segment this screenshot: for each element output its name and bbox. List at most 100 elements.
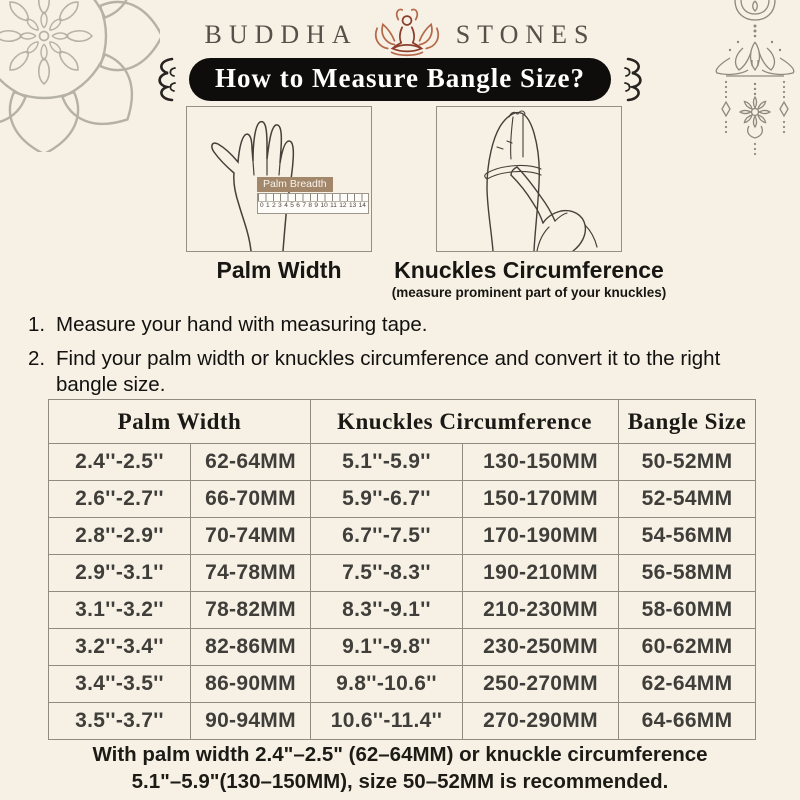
- footer-line-1: With palm width 2.4"–2.5" (62–64MM) or k…: [92, 743, 708, 766]
- table-cell: 5.1''-5.9'': [310, 443, 463, 481]
- table-cell: 3.4''-3.5'': [48, 665, 191, 703]
- table-cell: 2.6''-2.7'': [48, 480, 191, 518]
- table-cell: 64-66MM: [618, 702, 756, 740]
- table-cell: 230-250MM: [462, 628, 619, 666]
- palm-width-caption: Palm Width: [146, 257, 412, 284]
- palm-hand-drawing-icon: [211, 120, 295, 251]
- knuckles-hand-drawing-icon: [484, 110, 598, 251]
- table-cell: 9.8''-10.6'': [310, 665, 463, 703]
- ruler-number: 8: [308, 202, 312, 209]
- instruction-number: 1.: [28, 313, 46, 336]
- instruction-item: 2. Find your palm width or knuckles circ…: [28, 346, 776, 399]
- header-palm-width: Palm Width: [48, 399, 311, 444]
- table-cell: 3.2''-3.4'': [48, 628, 191, 666]
- table-cell: 2.4''-2.5'': [48, 443, 191, 481]
- table-cell: 60-62MM: [618, 628, 756, 666]
- table-cell: 86-90MM: [190, 665, 311, 703]
- table-cell: 2.8''-2.9'': [48, 517, 191, 555]
- brand-right-text: STONES: [455, 20, 596, 49]
- knuckles-illustration: [436, 106, 622, 252]
- table-cell: 3.5''-3.7'': [48, 702, 191, 740]
- ruler: 0 1 2 3 4 5 6 7 8 9 10 11 12 13 14: [257, 193, 369, 214]
- table-row: 3.5''-3.7'' 90-94MM 10.6''-11.4'' 270-290MM…: [48, 702, 756, 740]
- table-header-row: Palm Width Knuckles Circumference Bangle…: [48, 399, 756, 444]
- brand-left-text: BUDDHA: [204, 20, 358, 49]
- banner-row: How to Measure Bangle Size?: [0, 56, 800, 102]
- ruler-number: 7: [302, 202, 306, 209]
- table-row: 2.8''-2.9'' 70-74MM 6.7''-7.5'' 170-190MM 54…: [48, 517, 756, 555]
- ruler-number: 14: [358, 202, 366, 209]
- table-cell: 70-74MM: [190, 517, 311, 555]
- table-cell: 6.7''-7.5'': [310, 517, 463, 555]
- table-cell: 66-70MM: [190, 480, 311, 518]
- brand-header: BUDDHA STONES: [0, 8, 800, 62]
- table-cell: 74-78MM: [190, 554, 311, 592]
- ruler-number: 3: [278, 202, 282, 209]
- flourish-left-icon: [158, 57, 176, 102]
- moon-lotus-ornament-icon: [715, 0, 795, 156]
- ruler-number: 11: [330, 202, 337, 209]
- table-cell: 8.3''-9.1'': [310, 591, 463, 629]
- table-cell: 210-230MM: [462, 591, 619, 629]
- page-title: How to Measure Bangle Size?: [189, 57, 611, 101]
- palm-width-caption-text: Palm Width: [216, 257, 342, 283]
- recommendation-footer: With palm width 2.4"–2.5" (62–64MM) or k…: [0, 741, 800, 795]
- table-cell: 9.1''-9.8'': [310, 628, 463, 666]
- palm-width-illustration: Palm Breadth 0 1 2 3 4 5 6 7 8 9 10 11 12 13 14: [186, 106, 372, 252]
- size-table-body: 2.4''-2.5'' 62-64MM 5.1''-5.9'' 130-150MM 50…: [48, 443, 756, 740]
- table-cell: 250-270MM: [462, 665, 619, 703]
- table-row: 2.4''-2.5'' 62-64MM 5.1''-5.9'' 130-150MM 50…: [48, 443, 756, 481]
- table-cell: 5.9''-6.7'': [310, 480, 463, 518]
- instruction-text: Measure your hand with measuring tape.: [56, 313, 428, 336]
- ruler-number: 2: [272, 202, 276, 209]
- footer-line-2: 5.1"–5.9"(130–150MM), size 50–52MM is re…: [131, 770, 669, 794]
- knuckles-caption-text: Knuckles Circumference: [394, 257, 664, 283]
- ruler-number: 0: [260, 202, 264, 209]
- table-cell: 58-60MM: [618, 591, 756, 629]
- ruler-numbers: 0 1 2 3 4 5 6 7 8 9 10 11 12 13 14: [258, 202, 368, 210]
- table-cell: 50-52MM: [618, 443, 756, 481]
- table-cell: 82-86MM: [190, 628, 311, 666]
- ruler-number: 5: [290, 202, 294, 209]
- ruler-number: 1: [266, 202, 270, 209]
- ruler-number: 12: [339, 202, 347, 209]
- table-row: 3.1''-3.2'' 78-82MM 8.3''-9.1'' 210-230MM 58…: [48, 591, 756, 629]
- table-cell: 150-170MM: [462, 480, 619, 518]
- ruler-ticks: [258, 194, 368, 202]
- table-cell: 78-82MM: [190, 591, 311, 629]
- table-cell: 270-290MM: [462, 702, 619, 740]
- instruction-list: 1. Measure your hand with measuring tape…: [28, 312, 776, 406]
- knuckles-caption: Knuckles Circumference (measure prominen…: [381, 257, 677, 300]
- flourish-right-icon: [624, 57, 642, 102]
- table-cell: 2.9''-3.1'': [48, 554, 191, 592]
- header-bangle-size: Bangle Size: [618, 399, 756, 444]
- mandala-corner-icon: [0, 0, 160, 152]
- table-row: 3.2''-3.4'' 82-86MM 9.1''-9.8'' 230-250MM 60…: [48, 628, 756, 666]
- table-cell: 56-58MM: [618, 554, 756, 592]
- ruler-number: 4: [284, 202, 288, 209]
- table-cell: 7.5''-8.3'': [310, 554, 463, 592]
- ruler-number: 13: [348, 202, 357, 209]
- instruction-number: 2.: [28, 346, 46, 370]
- table-cell: 52-54MM: [618, 480, 756, 518]
- ruler-number: 10: [320, 202, 328, 209]
- knuckles-caption-note: (measure prominent part of your knuckles…: [391, 285, 667, 300]
- table-cell: 3.1''-3.2'': [48, 591, 191, 629]
- table-cell: 130-150MM: [462, 443, 619, 481]
- table-row: 3.4''-3.5'' 86-90MM 9.8''-10.6'' 250-270MM 6…: [48, 665, 756, 703]
- table-row: 2.6''-2.7'' 66-70MM 5.9''-6.7'' 150-170MM 52…: [48, 480, 756, 518]
- table-row: 2.9''-3.1'' 74-78MM 7.5''-8.3'' 190-210MM 56…: [48, 554, 756, 592]
- table-cell: 62-64MM: [190, 443, 311, 481]
- instruction-text: Find your palm width or knuckles circumf…: [56, 346, 721, 397]
- ruler-label: Palm Breadth: [257, 177, 333, 192]
- table-cell: 10.6''-11.4'': [310, 702, 463, 740]
- table-cell: 54-56MM: [618, 517, 756, 555]
- ruler-number: 9: [314, 202, 319, 209]
- table-cell: 62-64MM: [618, 665, 756, 703]
- size-conversion-table: Palm Width Knuckles Circumference Bangle…: [48, 399, 756, 740]
- table-cell: 190-210MM: [462, 554, 619, 592]
- instruction-item: 1. Measure your hand with measuring tape…: [28, 312, 776, 339]
- table-cell: 90-94MM: [190, 702, 311, 740]
- ruler-number: 6: [296, 202, 300, 209]
